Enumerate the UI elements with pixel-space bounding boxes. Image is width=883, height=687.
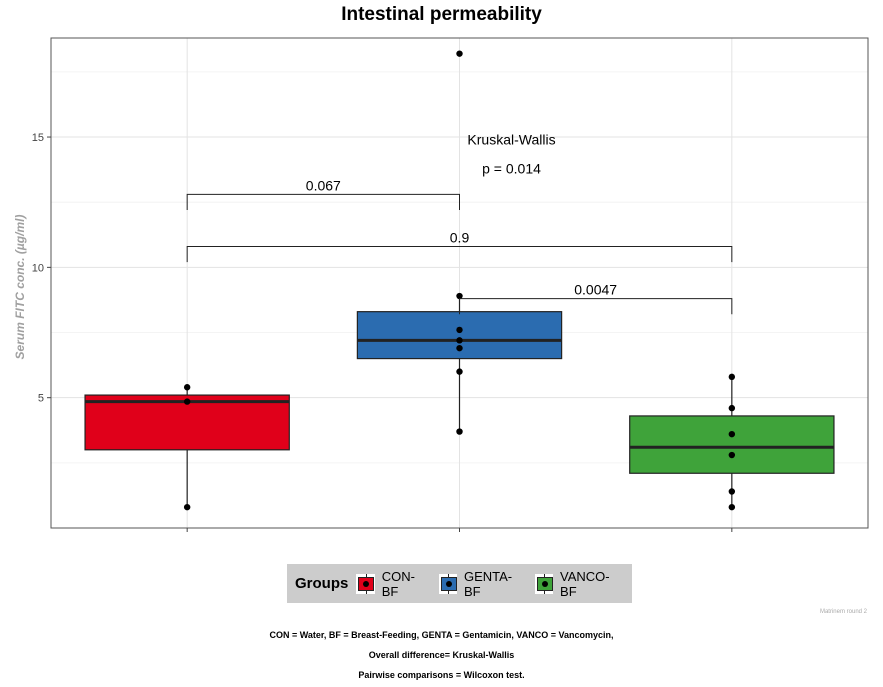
- legend-item-con-bf: CON-BF: [356, 569, 427, 599]
- comparison-bracket-1: [186, 246, 733, 263]
- caption-overall-test: Overall difference= Kruskal-Wallis: [368, 650, 515, 660]
- box-plot: 0.067 0.9 0.0047 Kruskal-Wallis p = 0.014 5 10…: [13, 37, 869, 532]
- legend-label-genta-bf: GENTA-BF: [463, 568, 513, 599]
- point-genta-bf-2: [456, 344, 463, 352]
- point-genta-bf-0: [456, 428, 463, 435]
- caption-pairwise-test: Pairwise comparisons = Wilcoxon test.: [358, 670, 525, 680]
- legend: Groups CON-BF GENTA-BF VANCO-BF: [287, 564, 632, 603]
- point-vanco-bf-1: [728, 488, 736, 495]
- comparison-bracket-2: [459, 298, 733, 315]
- legend-key-genta-bf: [438, 573, 457, 594]
- point-genta-bf-6: [456, 50, 463, 57]
- comparison-bracket-0: [186, 193, 460, 211]
- point-con-bf-0: [183, 503, 191, 511]
- watermark: Matrinem round 2: [819, 609, 867, 615]
- legend-label-vanco-bf: VANCO-BF: [560, 568, 610, 599]
- comparison-label-2: 0.0047: [574, 282, 617, 298]
- legend-key-con-bf: [356, 573, 375, 594]
- comparison-label-0: 0.067: [306, 177, 341, 193]
- point-genta-bf-5: [456, 292, 463, 300]
- point-genta-bf-1: [456, 368, 463, 375]
- point-genta-bf-4: [456, 326, 463, 334]
- point-vanco-bf-0: [728, 503, 736, 511]
- y-tick-label: 10: [32, 262, 44, 274]
- legend-title: Groups: [295, 575, 349, 592]
- legend-key-vanco-bf: [534, 573, 554, 594]
- point-genta-bf-3: [456, 337, 463, 344]
- chart-title: Intestinal permeability: [341, 4, 542, 25]
- point-vanco-bf-5: [728, 373, 736, 381]
- point-con-bf-2: [183, 384, 191, 391]
- annotation-test-name: Kruskal-Wallis: [467, 132, 555, 148]
- y-tick-label: 15: [32, 132, 44, 144]
- box-genta-bf: [356, 311, 563, 360]
- point-vanco-bf-3: [728, 430, 736, 438]
- legend-label-con-bf: CON-BF: [381, 568, 415, 599]
- point-con-bf-1: [183, 398, 191, 405]
- annotation-p-value: p = 0.014: [482, 161, 541, 177]
- y-axis-label: Serum FITC conc. (µg/ml): [13, 215, 27, 360]
- legend-item-vanco-bf: VANCO-BF: [534, 568, 621, 599]
- comparison-label-1: 0.9: [450, 230, 470, 246]
- box-vanco-bf: [629, 415, 835, 474]
- caption-abbreviations: CON = Water, BF = Breast-Feeding, GENTA …: [269, 630, 614, 640]
- point-vanco-bf-4: [728, 404, 736, 412]
- y-tick-label: 5: [38, 393, 44, 405]
- legend-item-genta-bf: GENTA-BF: [438, 568, 524, 599]
- point-vanco-bf-2: [728, 451, 736, 459]
